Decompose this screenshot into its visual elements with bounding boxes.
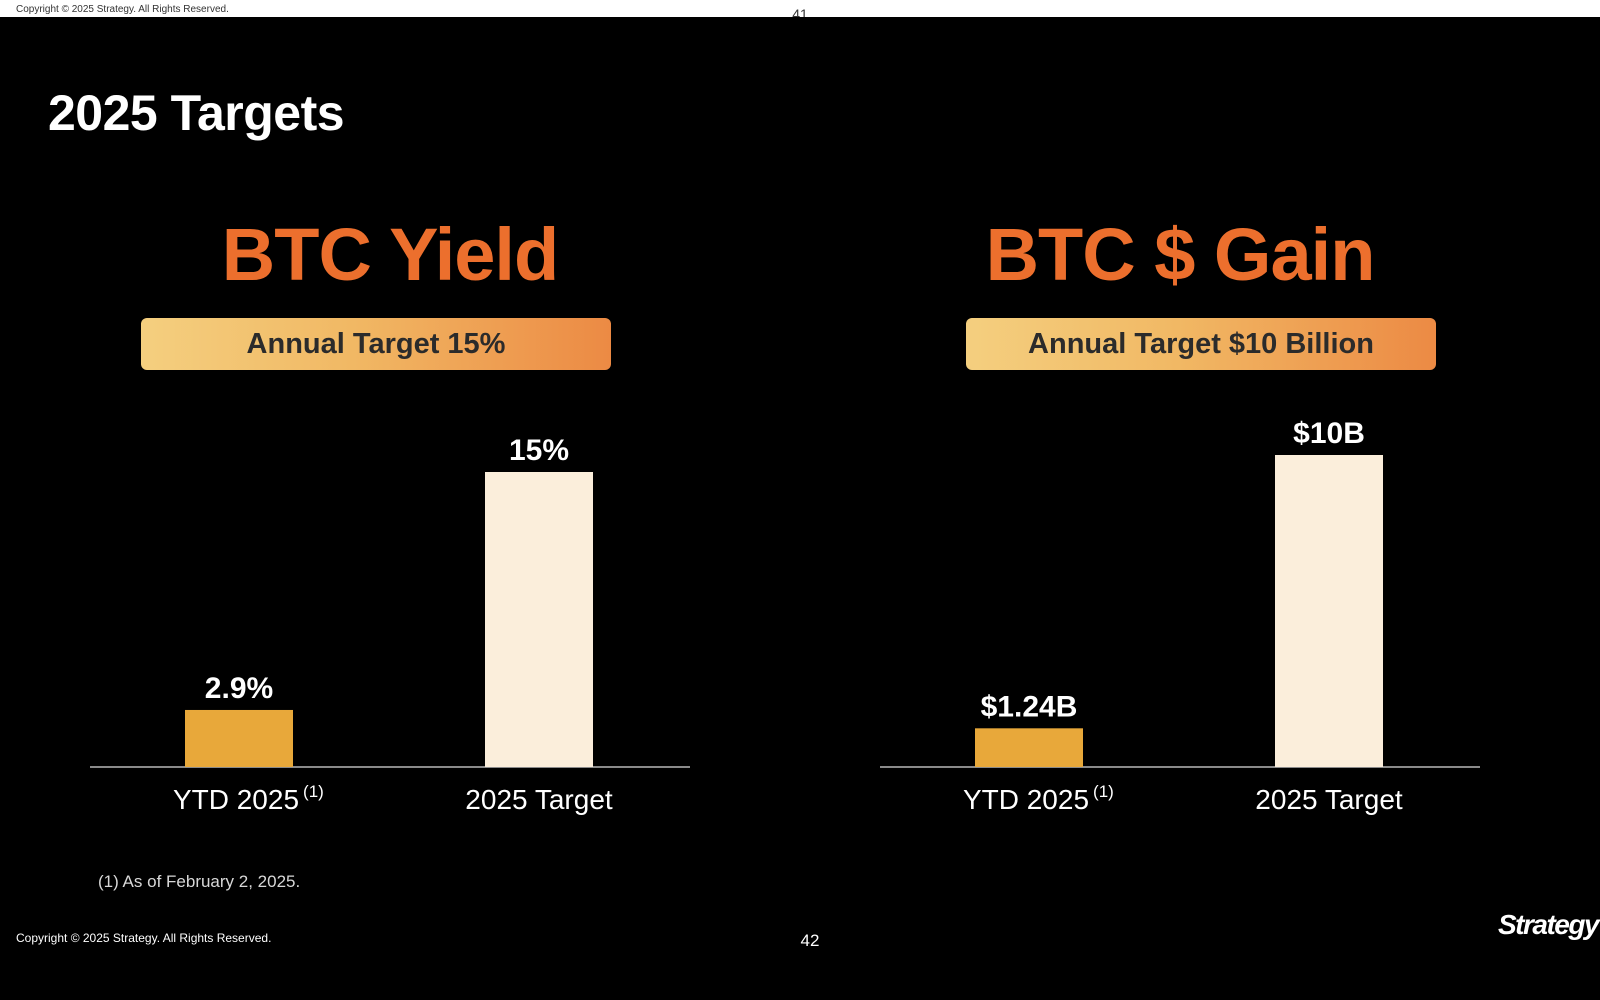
btc-yield-value-label-1: 2.9% bbox=[205, 672, 273, 705]
previous-slide-strip: Copyright © 2025 Strategy. All Rights Re… bbox=[0, 0, 1600, 17]
btc-gain-category-footnote-marker-1: (1) bbox=[1093, 782, 1114, 801]
btc-gain-value-label-1: $1.24B bbox=[981, 690, 1078, 723]
btc-gain-bar-2 bbox=[1275, 455, 1383, 767]
btc-gain-bar-chart: $1.24B YTD 2025 (1) $10B 2025 Target bbox=[880, 417, 1480, 815]
btc-gain-target-badge: Annual Target $10 Billion bbox=[966, 318, 1436, 370]
previous-slide-copyright: Copyright © 2025 Strategy. All Rights Re… bbox=[16, 4, 229, 15]
btc-yield-title: BTC Yield bbox=[221, 213, 559, 296]
btc-yield-panel: BTC Yield Annual Target 15% 2.9% YTD 2025… bbox=[80, 200, 700, 840]
page-title: 2025 Targets bbox=[48, 85, 345, 141]
btc-gain-panel: BTC $ Gain Annual Target $10 Billion $1.… bbox=[870, 200, 1490, 840]
btc-gain-title: BTC $ Gain bbox=[985, 213, 1376, 296]
btc-yield-target-badge: Annual Target 15% bbox=[141, 318, 611, 370]
footnote: (1) As of February 2, 2025. bbox=[98, 872, 301, 891]
btc-gain-category-label-2: 2025 Target bbox=[1255, 784, 1403, 815]
btc-yield-bar-chart: 2.9% YTD 2025 (1) 15% 2025 Target bbox=[90, 434, 690, 815]
page-number: 42 bbox=[800, 931, 820, 950]
btc-yield-bar-1 bbox=[185, 709, 293, 767]
btc-yield-bar-2 bbox=[485, 472, 593, 767]
previous-slide-page-number: 41 bbox=[792, 6, 808, 17]
strategy-logo: Strategy bbox=[1498, 909, 1600, 940]
btc-yield-category-label-1: YTD 2025 bbox=[173, 784, 299, 815]
btc-gain-category-label-1: YTD 2025 bbox=[963, 784, 1089, 815]
btc-gain-bar-1 bbox=[975, 728, 1083, 767]
btc-yield-value-label-2: 15% bbox=[509, 434, 569, 467]
btc-yield-category-label-2: 2025 Target bbox=[465, 784, 613, 815]
btc-yield-category-footnote-marker-1: (1) bbox=[303, 782, 324, 801]
copyright-text: Copyright © 2025 Strategy. All Rights Re… bbox=[16, 931, 272, 945]
btc-gain-value-label-2: $10B bbox=[1293, 417, 1365, 450]
